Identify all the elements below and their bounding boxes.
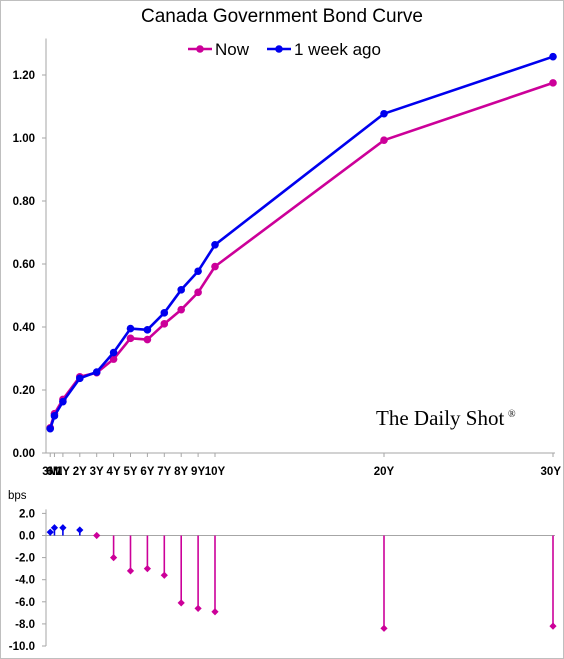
series-1-point-5Y — [126, 324, 135, 333]
main-y-tick-label: 0.00 — [13, 448, 35, 460]
diff-y-tick-label: 0.0 — [19, 531, 35, 543]
series-1-point-4Y — [109, 348, 118, 357]
series-1-point-10Y — [211, 240, 219, 249]
series-1-point-9Y — [194, 267, 202, 276]
series-1-point-8Y — [177, 286, 185, 294]
legend-marker-0 — [196, 45, 204, 53]
diff-marker-8Y — [177, 599, 185, 607]
main-x-tick-label: 3M — [42, 466, 58, 478]
series-0-point-6Y — [143, 335, 152, 344]
diff-marker-4Y — [110, 554, 118, 562]
diff-marker-30Y — [549, 622, 557, 630]
series-0-point-20Y — [380, 136, 388, 145]
main-x-tick-label: 1Y — [56, 466, 70, 478]
diff-marker-9Y — [194, 604, 202, 613]
series-1-point-6Y — [143, 326, 152, 334]
series-1-point-3M — [46, 424, 55, 433]
series-1-point-20Y — [380, 109, 388, 118]
main-y-tick-label: 0.20 — [13, 385, 35, 397]
series-0-point-5Y — [126, 334, 135, 343]
diff-marker-3M — [46, 528, 54, 536]
watermark-registered-mark: ® — [508, 409, 516, 420]
diff-plot — [46, 524, 557, 632]
main-x-tick-label: 6M — [46, 466, 62, 478]
legend-marker-1 — [275, 45, 283, 53]
diff-y-label: bps — [8, 490, 27, 502]
diff-marker-7Y — [160, 571, 168, 579]
main-plot — [46, 52, 557, 433]
series-line-1 — [48, 55, 554, 430]
series-1-point-2Y — [76, 374, 84, 383]
diff-marker-2Y — [76, 526, 84, 534]
diff-marker-5Y — [126, 567, 135, 575]
series-1-point-30Y — [549, 52, 557, 61]
diff-axes: bps 2.0 0.0 -2.0 -4.0 -6.0 -8.0 -10.0 — [8, 490, 555, 653]
diff-y-tick-label: -6.0 — [15, 597, 35, 609]
series-0-point-7Y — [160, 320, 169, 328]
main-x-tick-label: 3Y — [90, 466, 104, 478]
diff-y-tick-label: -2.0 — [15, 553, 35, 565]
main-x-tick-label: 7Y — [157, 466, 171, 478]
chart-title: Canada Government Bond Curve — [141, 6, 423, 27]
diff-marker-6Y — [143, 565, 151, 573]
watermark: The Daily Shot ® — [376, 406, 516, 430]
diff-y-tick-label: 2.0 — [19, 508, 35, 520]
main-x-tick-label: 5Y — [123, 466, 137, 478]
legend-label-1: 1 week ago — [294, 40, 381, 59]
main-y-tick-label: 0.60 — [13, 259, 35, 271]
diff-marker-1Y — [59, 524, 67, 532]
main-y-tick-label: 0.40 — [13, 322, 35, 334]
diff-marker-20Y — [380, 624, 388, 632]
legend: Now 1 week ago — [188, 40, 381, 59]
diff-y-tick-label: -10.0 — [9, 641, 35, 653]
main-y-tick-label: 0.80 — [13, 196, 35, 208]
series-0-point-10Y — [211, 262, 219, 271]
series-line-0 — [48, 81, 554, 429]
main-y-tick-label: 1.20 — [13, 70, 35, 82]
series-1-point-6M — [50, 412, 59, 420]
series-0-point-4Y — [109, 355, 118, 363]
main-x-tick-label: 30Y — [541, 466, 562, 478]
series-0-point-30Y — [549, 79, 557, 87]
main-x-tick-label: 10Y — [205, 466, 226, 478]
series-0-point-9Y — [194, 288, 202, 297]
legend-label-0: Now — [215, 40, 250, 59]
main-x-tick-label: 9Y — [191, 466, 205, 478]
diff-y-tick-label: -4.0 — [15, 575, 35, 587]
main-x-tick-label: 8Y — [174, 466, 188, 478]
series-1-point-1Y — [59, 397, 67, 406]
diff-y-tick-label: -8.0 — [15, 619, 35, 631]
diff-marker-3Y — [93, 531, 101, 540]
main-x-tick-label: 2Y — [73, 466, 87, 478]
main-x-tick-label: 6Y — [140, 466, 154, 478]
main-x-tick-label: 4Y — [107, 466, 121, 478]
diff-marker-6M — [50, 524, 59, 532]
main-y-tick-label: 1.00 — [13, 133, 35, 145]
main-x-tick-label: 20Y — [374, 466, 395, 478]
watermark-text: The Daily Shot — [376, 406, 504, 430]
series-1-point-3Y — [92, 368, 101, 376]
series-0-point-8Y — [177, 305, 185, 314]
series-1-point-7Y — [160, 309, 169, 317]
diff-marker-10Y — [211, 608, 219, 616]
